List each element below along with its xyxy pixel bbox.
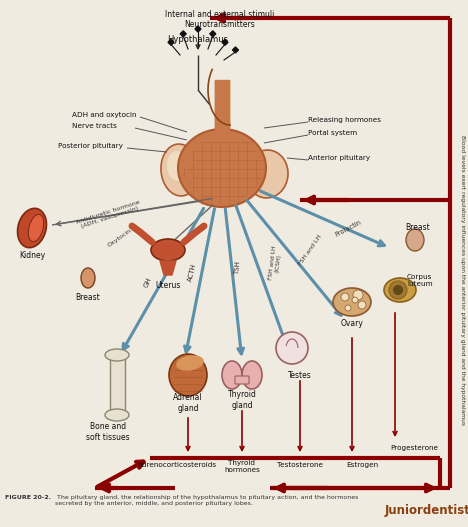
Text: TSH: TSH xyxy=(234,261,241,275)
Ellipse shape xyxy=(81,268,95,288)
Circle shape xyxy=(352,297,358,303)
Circle shape xyxy=(345,305,351,311)
Text: FIGURE 20-2.: FIGURE 20-2. xyxy=(5,495,51,500)
Text: The pituitary gland, the relationship of the hypothalamus to pituitary action, a: The pituitary gland, the relationship of… xyxy=(55,495,358,506)
Circle shape xyxy=(276,332,308,364)
Text: Prolactin: Prolactin xyxy=(334,219,362,238)
Polygon shape xyxy=(160,261,176,275)
Text: ACTH: ACTH xyxy=(187,262,197,282)
Text: Antidiuretic hormone
(ADH, vasopressin): Antidiuretic hormone (ADH, vasopressin) xyxy=(76,200,142,230)
Text: Estrogen: Estrogen xyxy=(346,462,378,468)
Text: Thyroid
gland: Thyroid gland xyxy=(227,391,256,409)
Ellipse shape xyxy=(167,151,187,181)
Circle shape xyxy=(393,285,403,295)
Polygon shape xyxy=(110,355,125,415)
Text: Nerve tracts: Nerve tracts xyxy=(72,123,117,129)
Text: GH: GH xyxy=(143,276,153,288)
Text: Portal system: Portal system xyxy=(308,130,357,136)
Text: Oxytocin: Oxytocin xyxy=(107,228,133,248)
Circle shape xyxy=(389,281,407,299)
Ellipse shape xyxy=(384,278,416,302)
FancyBboxPatch shape xyxy=(235,376,249,384)
Ellipse shape xyxy=(17,208,46,248)
Text: Internal and external stimuli: Internal and external stimuli xyxy=(165,10,275,19)
Polygon shape xyxy=(180,31,186,37)
Text: Hypothalamus: Hypothalamus xyxy=(168,35,228,44)
Text: Bone and
soft tissues: Bone and soft tissues xyxy=(86,422,130,442)
Ellipse shape xyxy=(178,129,266,207)
Ellipse shape xyxy=(29,214,44,242)
Text: Thyroid
hormones: Thyroid hormones xyxy=(224,461,260,473)
Polygon shape xyxy=(168,40,174,45)
Text: Testes: Testes xyxy=(288,370,312,379)
Text: Testosterone: Testosterone xyxy=(277,462,323,468)
Text: Adrenal
gland: Adrenal gland xyxy=(173,393,203,413)
Ellipse shape xyxy=(169,354,207,396)
Ellipse shape xyxy=(105,349,129,361)
Text: Progesterone: Progesterone xyxy=(390,445,438,451)
Text: ADH and oxytocin: ADH and oxytocin xyxy=(72,112,137,118)
Polygon shape xyxy=(222,40,228,45)
Circle shape xyxy=(341,293,349,301)
Text: Anterior pituitary: Anterior pituitary xyxy=(308,155,370,161)
Ellipse shape xyxy=(105,409,129,421)
Circle shape xyxy=(358,301,366,309)
Text: Releasing hormones: Releasing hormones xyxy=(308,117,381,123)
Ellipse shape xyxy=(176,355,204,371)
Text: Corpus
luteum: Corpus luteum xyxy=(407,274,432,287)
Ellipse shape xyxy=(161,144,199,196)
Text: Posterior pituitary: Posterior pituitary xyxy=(58,143,123,149)
Ellipse shape xyxy=(406,229,424,251)
Polygon shape xyxy=(195,26,201,32)
Ellipse shape xyxy=(246,150,288,198)
Ellipse shape xyxy=(333,288,371,316)
Text: Breast: Breast xyxy=(76,294,100,302)
Ellipse shape xyxy=(222,361,242,389)
Text: Breast: Breast xyxy=(406,223,431,232)
Text: FSH and LH: FSH and LH xyxy=(298,233,322,266)
Text: Juniordentist.com: Juniordentist.com xyxy=(385,504,468,517)
Text: Ovary: Ovary xyxy=(341,319,364,328)
Ellipse shape xyxy=(242,361,262,389)
Text: Kidney: Kidney xyxy=(19,250,45,259)
Polygon shape xyxy=(210,31,216,37)
Text: Neurotransmitters: Neurotransmitters xyxy=(184,20,256,29)
Circle shape xyxy=(353,290,363,300)
Ellipse shape xyxy=(151,239,185,261)
Polygon shape xyxy=(233,47,239,53)
Text: Blood levels exert regulatory influences upon the anterior pituitary gland and t: Blood levels exert regulatory influences… xyxy=(460,135,465,425)
Text: FSH and LH
(ICSH): FSH and LH (ICSH) xyxy=(268,245,283,281)
Text: Uterus: Uterus xyxy=(155,280,181,289)
Text: Adrenocorticosteroids: Adrenocorticosteroids xyxy=(139,462,218,468)
